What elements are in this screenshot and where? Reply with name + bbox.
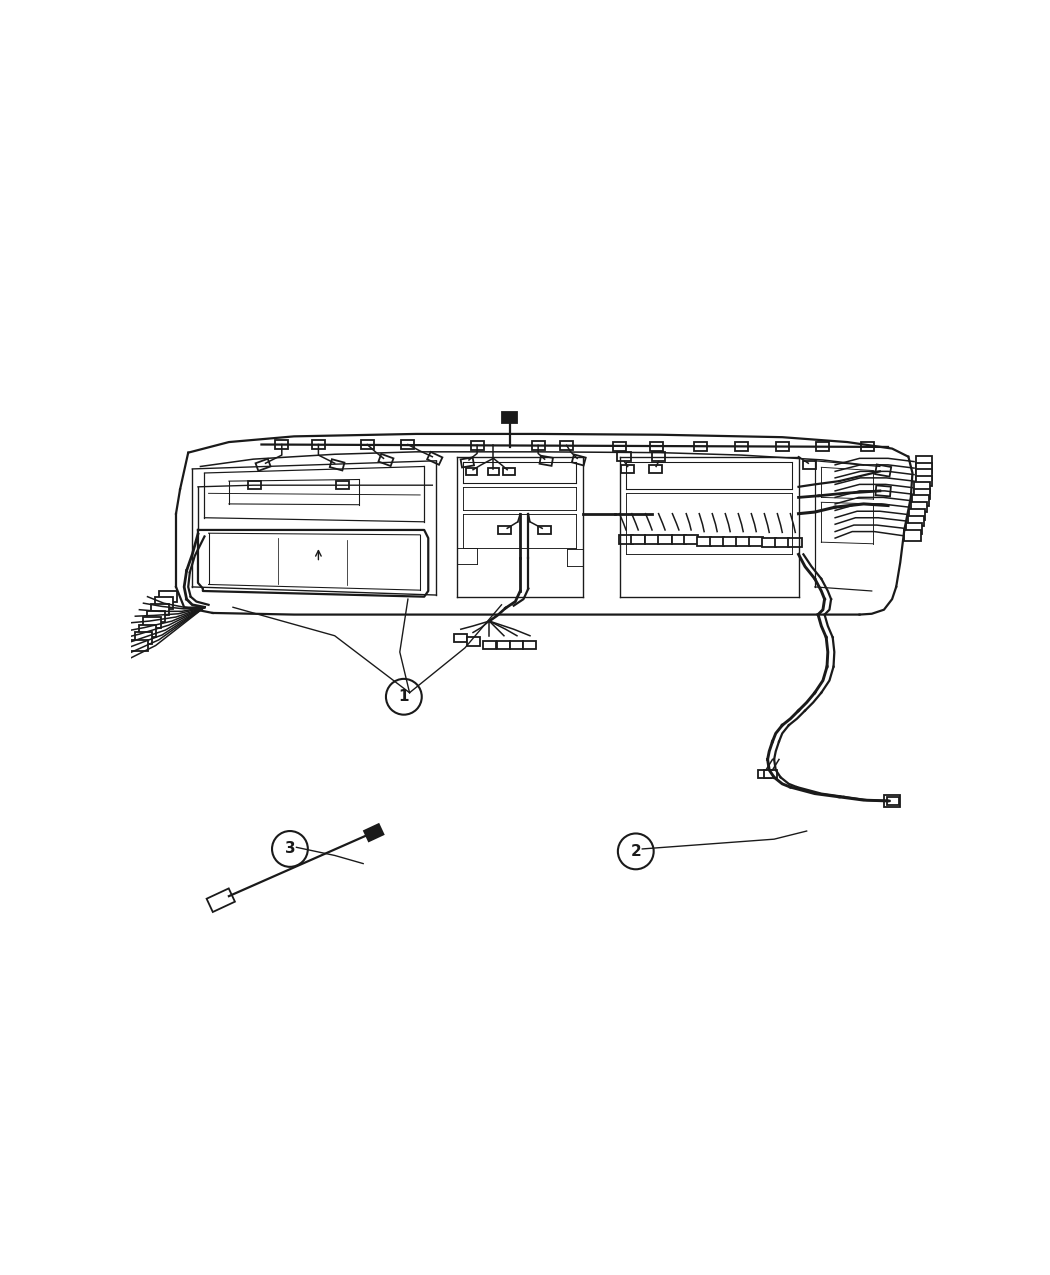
Bar (498, 640, 510, 649)
Bar (764, 770, 777, 778)
Bar (658, 536, 672, 544)
Bar (336, 481, 350, 490)
Bar (875, 464, 891, 477)
Bar (631, 536, 645, 544)
Bar (540, 455, 553, 465)
Bar (620, 536, 633, 544)
Bar (776, 442, 789, 451)
Bar (884, 796, 900, 807)
Bar (904, 530, 921, 541)
Bar (907, 515, 924, 527)
Bar (685, 536, 698, 544)
Bar (912, 496, 928, 506)
Bar (524, 640, 537, 649)
Bar (330, 459, 344, 470)
Bar (617, 453, 631, 462)
Bar (487, 468, 499, 476)
Bar (916, 456, 932, 467)
Bar (789, 538, 802, 547)
Bar (154, 598, 173, 609)
Bar (762, 538, 776, 547)
Bar (531, 441, 545, 450)
Text: 1: 1 (399, 690, 410, 704)
Bar (364, 824, 383, 842)
Bar (750, 537, 763, 546)
Bar (427, 451, 442, 465)
Bar (861, 442, 875, 451)
Bar (130, 640, 148, 652)
Bar (723, 537, 737, 546)
Bar (499, 525, 511, 534)
Bar (736, 537, 750, 546)
Bar (312, 440, 324, 449)
Bar (622, 465, 634, 473)
Bar (906, 523, 922, 534)
Bar (461, 458, 474, 468)
Bar (916, 463, 932, 473)
Bar (143, 617, 161, 629)
Bar (361, 440, 374, 449)
Bar (159, 592, 176, 602)
Bar (502, 412, 517, 423)
Bar (876, 486, 890, 496)
Bar (803, 460, 817, 469)
Bar (649, 465, 662, 473)
Bar (139, 625, 156, 636)
Bar (466, 638, 480, 645)
Bar (817, 442, 830, 451)
Bar (207, 889, 235, 912)
Bar (758, 770, 771, 778)
Bar (151, 604, 169, 616)
Bar (775, 538, 790, 547)
Bar (378, 454, 394, 467)
Bar (483, 640, 496, 649)
Bar (401, 440, 415, 449)
Text: 2: 2 (630, 844, 642, 859)
Bar (503, 468, 514, 476)
Bar (916, 476, 932, 487)
Bar (147, 611, 165, 622)
Bar (650, 441, 663, 450)
Bar (909, 509, 925, 520)
Bar (466, 468, 477, 476)
Bar (710, 537, 724, 546)
Bar (560, 441, 573, 450)
Bar (470, 441, 484, 450)
Text: 3: 3 (285, 842, 295, 857)
Bar (887, 797, 899, 805)
Bar (134, 632, 152, 644)
Bar (694, 442, 708, 451)
Bar (652, 453, 666, 462)
Bar (255, 459, 271, 470)
Bar (915, 482, 930, 493)
Bar (510, 640, 524, 649)
Bar (613, 441, 626, 450)
Bar (249, 481, 261, 490)
Bar (538, 525, 551, 534)
Bar (697, 537, 711, 546)
Bar (455, 634, 467, 643)
Bar (275, 440, 289, 449)
Bar (672, 536, 686, 544)
Bar (645, 536, 659, 544)
Bar (572, 454, 586, 465)
Bar (915, 488, 930, 500)
Bar (735, 442, 748, 451)
Bar (910, 502, 927, 513)
Bar (916, 469, 932, 479)
